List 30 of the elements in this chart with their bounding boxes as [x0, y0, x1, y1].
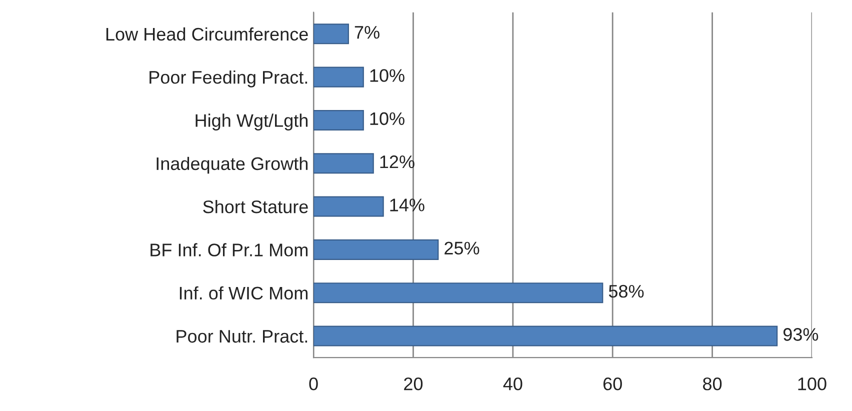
data-label: 10%: [370, 69, 404, 82]
data-label: 12%: [380, 155, 414, 168]
x-tick-label: 40: [503, 377, 522, 390]
data-label: 93%: [783, 328, 818, 341]
y-tick-label: Poor Nutr. Pract.: [176, 330, 308, 343]
data-label: 10%: [370, 112, 404, 126]
data-label: 7%: [354, 26, 380, 39]
bar: [314, 110, 364, 130]
y-tick-label: Poor Feeding Pract.: [150, 70, 308, 88]
bar: [314, 66, 364, 88]
y-tick-label: Inadequate Growth: [156, 156, 308, 174]
bar: [314, 153, 374, 174]
x-tick-label: 80: [703, 377, 722, 390]
data-label: 14%: [390, 198, 424, 212]
x-tick-label: 60: [603, 377, 622, 390]
x-tick-label: 100: [798, 377, 826, 390]
y-tick-label: Inf. of WIC Mom: [180, 286, 308, 300]
y-tick-label: Short Stature: [203, 200, 308, 214]
bar: [314, 326, 778, 346]
bar: [314, 282, 604, 304]
y-tick-label: High Wgt/Lgth: [196, 114, 308, 131]
data-label: 25%: [444, 242, 480, 255]
bar: [314, 196, 384, 217]
x-tick-label: 20: [404, 377, 423, 390]
bar: [314, 24, 349, 44]
y-tick-label: BF Inf. Of Pr.1 Mom: [150, 243, 308, 256]
data-label: 58%: [608, 284, 644, 298]
y-tick-label: Low Head Circumference: [106, 27, 308, 41]
bar: [314, 239, 439, 260]
x-tick-label: 0: [309, 377, 318, 390]
